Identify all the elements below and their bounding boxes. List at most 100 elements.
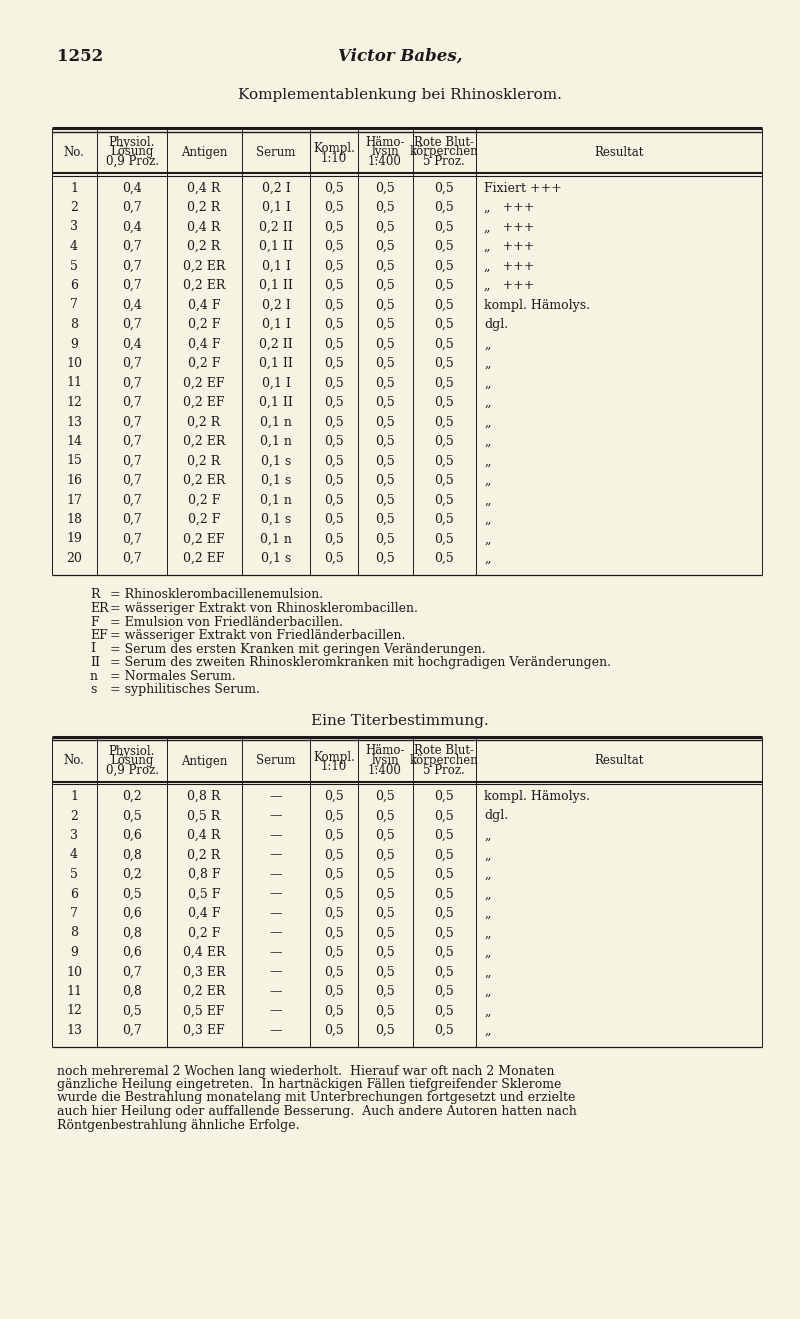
Text: 0,5: 0,5 [434, 415, 454, 429]
Text: 1: 1 [70, 790, 78, 803]
Text: Rote Blut-: Rote Blut- [414, 744, 474, 757]
Text: 0,5: 0,5 [375, 182, 395, 194]
Text: 0,5 R: 0,5 R [187, 810, 221, 823]
Text: 0,5: 0,5 [324, 493, 344, 506]
Text: 0,5: 0,5 [434, 985, 454, 998]
Text: 0,5: 0,5 [324, 200, 344, 214]
Text: 13: 13 [66, 1024, 82, 1037]
Text: 5: 5 [70, 260, 78, 273]
Text: Antigen: Antigen [181, 146, 227, 160]
Text: 0,5: 0,5 [434, 493, 454, 506]
Text: 0,5: 0,5 [375, 493, 395, 506]
Text: 0,5: 0,5 [434, 810, 454, 823]
Text: 0,5: 0,5 [324, 318, 344, 331]
Text: —: — [270, 1005, 282, 1017]
Text: 0,5: 0,5 [324, 396, 344, 409]
Text: 0,7: 0,7 [122, 966, 142, 979]
Text: 0,5: 0,5 [375, 907, 395, 919]
Text: 0,2 R: 0,2 R [187, 415, 221, 429]
Text: 2: 2 [70, 200, 78, 214]
Text: 0,5: 0,5 [324, 888, 344, 901]
Text: 0,5: 0,5 [434, 357, 454, 371]
Text: 0,5: 0,5 [375, 513, 395, 526]
Text: 0,2 ER: 0,2 ER [183, 474, 225, 487]
Text: 0,5: 0,5 [375, 318, 395, 331]
Text: 0,5: 0,5 [375, 200, 395, 214]
Text: lysin: lysin [371, 145, 399, 158]
Text: 0,5: 0,5 [434, 1024, 454, 1037]
Text: = Serum des zweiten Rhinoskleromkranken mit hochgradigen Veränderungen.: = Serum des zweiten Rhinoskleromkranken … [110, 656, 611, 669]
Text: 0,5: 0,5 [375, 533, 395, 546]
Text: 0,5: 0,5 [375, 848, 395, 861]
Text: Eine Titerbestimmung.: Eine Titerbestimmung. [311, 715, 489, 728]
Text: Komplementablenkung bei Rhinosklerom.: Komplementablenkung bei Rhinosklerom. [238, 88, 562, 102]
Text: 10: 10 [66, 966, 82, 979]
Text: 0,5: 0,5 [375, 396, 395, 409]
Text: „: „ [484, 966, 490, 979]
Text: 0,2 R: 0,2 R [187, 455, 221, 467]
Text: kompl. Hämolys.: kompl. Hämolys. [484, 790, 590, 803]
Text: 0,5: 0,5 [434, 200, 454, 214]
Text: 0,1 s: 0,1 s [261, 455, 291, 467]
Text: 0,5: 0,5 [434, 376, 454, 389]
Text: 0,6: 0,6 [122, 830, 142, 842]
Text: F: F [90, 616, 98, 628]
Text: 0,5: 0,5 [324, 376, 344, 389]
Text: 0,1 s: 0,1 s [261, 513, 291, 526]
Text: 0,2 R: 0,2 R [187, 848, 221, 861]
Text: 0,5: 0,5 [434, 396, 454, 409]
Text: 0,7: 0,7 [122, 435, 142, 448]
Text: 20: 20 [66, 551, 82, 565]
Text: „: „ [484, 376, 490, 389]
Text: Kompl.: Kompl. [313, 751, 355, 764]
Text: —: — [270, 926, 282, 939]
Text: Hämo-: Hämo- [366, 136, 405, 149]
Text: „   +++: „ +++ [484, 200, 534, 214]
Text: Physiol.: Physiol. [109, 744, 155, 757]
Text: 0,5: 0,5 [122, 1005, 142, 1017]
Text: 0,4 F: 0,4 F [188, 907, 220, 919]
Text: 0,5: 0,5 [375, 240, 395, 253]
Text: 0,2: 0,2 [122, 868, 142, 881]
Text: 0,5: 0,5 [375, 220, 395, 233]
Text: 0,8: 0,8 [122, 985, 142, 998]
Text: „: „ [484, 396, 490, 409]
Text: 0,2 F: 0,2 F [188, 493, 220, 506]
Text: 0,5: 0,5 [434, 435, 454, 448]
Text: 0,5: 0,5 [434, 790, 454, 803]
Text: 0,5: 0,5 [434, 455, 454, 467]
Text: 0,5: 0,5 [324, 455, 344, 467]
Text: 0,5: 0,5 [434, 280, 454, 291]
Text: 0,2 I: 0,2 I [262, 182, 290, 194]
Text: 0,5: 0,5 [324, 946, 344, 959]
Text: 0,5: 0,5 [434, 260, 454, 273]
Text: 0,5: 0,5 [122, 810, 142, 823]
Text: 0,2 F: 0,2 F [188, 513, 220, 526]
Text: 4: 4 [70, 848, 78, 861]
Text: 0,5: 0,5 [434, 907, 454, 919]
Text: 1:10: 1:10 [321, 152, 347, 165]
Text: 0,7: 0,7 [122, 533, 142, 546]
Text: 0,4 R: 0,4 R [187, 220, 221, 233]
Text: 9: 9 [70, 946, 78, 959]
Text: 0,5: 0,5 [375, 298, 395, 311]
Text: 0,5: 0,5 [324, 810, 344, 823]
Text: 0,1 I: 0,1 I [262, 200, 290, 214]
Text: 0,2 I: 0,2 I [262, 298, 290, 311]
Text: 11: 11 [66, 376, 82, 389]
Text: 15: 15 [66, 455, 82, 467]
Text: 0,2 F: 0,2 F [188, 357, 220, 371]
Text: No.: No. [63, 754, 85, 768]
Text: 0,5: 0,5 [324, 830, 344, 842]
Text: No.: No. [63, 146, 85, 160]
Text: 0,5: 0,5 [324, 848, 344, 861]
Text: „: „ [484, 1024, 490, 1037]
Text: 0,5: 0,5 [375, 946, 395, 959]
Text: 6: 6 [70, 888, 78, 901]
Text: 0,7: 0,7 [122, 260, 142, 273]
Text: 8: 8 [70, 926, 78, 939]
Text: 0,7: 0,7 [122, 200, 142, 214]
Text: = wässeriger Extrakt von Friedländerbacillen.: = wässeriger Extrakt von Friedländerbaci… [110, 629, 406, 642]
Text: Lösung: Lösung [110, 145, 154, 158]
Text: 0,8: 0,8 [122, 926, 142, 939]
